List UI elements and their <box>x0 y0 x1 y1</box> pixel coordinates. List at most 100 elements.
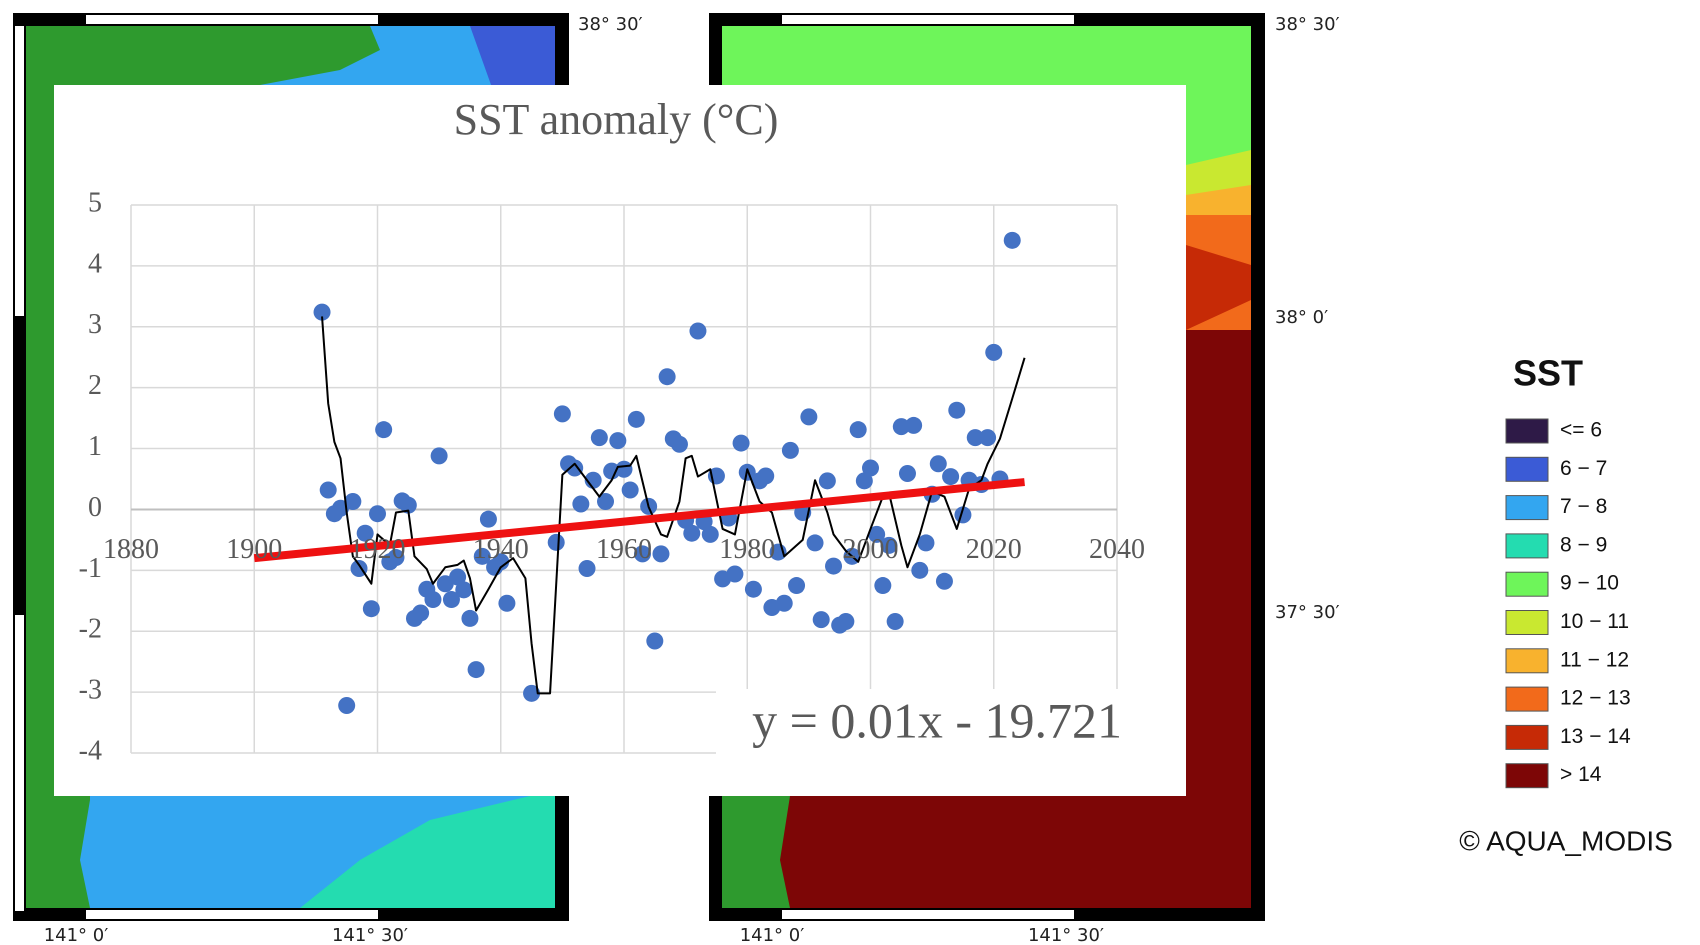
lon-label: 141° 0′ <box>740 925 805 945</box>
data-point <box>523 684 541 702</box>
data-point <box>701 525 719 543</box>
data-point <box>430 447 448 465</box>
y-tick-label: 4 <box>88 248 102 279</box>
data-point <box>615 460 633 478</box>
x-tick-label: 2000 <box>843 534 899 565</box>
data-point <box>578 560 596 578</box>
data-point <box>855 472 873 490</box>
data-point <box>898 465 916 483</box>
data-point <box>399 496 417 514</box>
data-point <box>948 401 966 419</box>
legend-swatch <box>1505 763 1549 789</box>
legend-swatch <box>1505 686 1549 712</box>
data-point <box>479 510 497 528</box>
data-point <box>369 505 386 523</box>
data-point <box>547 533 565 551</box>
data-point <box>1003 231 1021 249</box>
legend-swatch <box>1505 610 1549 635</box>
data-point <box>788 577 806 595</box>
data-point <box>455 581 473 599</box>
data-point <box>670 435 688 453</box>
credit: © AQUA_MODIS <box>1459 825 1673 856</box>
legend-title: SST <box>1513 353 1583 394</box>
data-point <box>781 441 799 459</box>
line-series <box>321 316 1026 695</box>
data-point <box>572 495 590 513</box>
data-point <box>627 410 645 428</box>
data-point <box>362 600 380 618</box>
legend-label: <= 6 <box>1560 419 1602 442</box>
data-point <box>954 506 972 524</box>
data-point <box>689 322 707 340</box>
legend: SST <= 6 6 − 7 7 − 8 8 − 9 9 − 10 10 − 11 11 −… <box>1505 353 1631 789</box>
lat-label: 38° 30′ <box>578 14 643 35</box>
legend-swatch <box>1505 724 1549 750</box>
data-point <box>467 661 485 679</box>
data-point <box>646 632 664 650</box>
frame-segment <box>86 15 378 24</box>
data-point <box>744 580 762 598</box>
frame-segment <box>782 910 1074 919</box>
data-point <box>566 459 584 477</box>
data-point <box>590 429 608 447</box>
legend-swatch <box>1505 533 1549 559</box>
y-tick-label: -3 <box>79 675 102 706</box>
y-tick-label: -2 <box>79 614 102 645</box>
data-point <box>498 594 516 612</box>
y-tick-label: 2 <box>88 370 102 401</box>
y-tick-label: -1 <box>79 553 102 584</box>
x-tick-label: 2040 <box>1089 534 1145 565</box>
data-point <box>319 481 337 499</box>
data-point <box>905 416 923 434</box>
x-tick-label: 1980 <box>719 534 775 565</box>
data-point <box>917 534 935 552</box>
y-tick-label: 5 <box>88 187 102 218</box>
data-point <box>344 493 362 511</box>
x-tick-label: 1880 <box>103 534 159 565</box>
data-point <box>837 612 855 630</box>
lon-label: 141° 30′ <box>332 925 408 945</box>
data-point <box>492 553 510 571</box>
data-point <box>849 421 867 439</box>
lon-label: 141° 0′ <box>44 925 109 945</box>
data-point <box>633 545 651 563</box>
legend-swatch <box>1505 456 1549 482</box>
legend-swatch <box>1505 571 1549 597</box>
legend-label: 7 − 8 <box>1560 495 1607 518</box>
frame-segment <box>86 910 378 919</box>
annotation-background <box>716 689 1136 765</box>
x-tick-label: 2020 <box>966 534 1022 565</box>
data-point <box>825 557 843 575</box>
x-tick-label: 1960 <box>596 534 652 565</box>
annotation: y = 0.01x - 19.721 <box>752 692 1122 748</box>
x-tick-label: 1940 <box>473 534 529 565</box>
data-point <box>621 481 639 499</box>
lat-label: 38° 30′ <box>1275 14 1340 35</box>
lat-label: 38° 0′ <box>1275 307 1328 328</box>
y-tick-label: 3 <box>88 309 102 340</box>
data-point <box>818 472 836 490</box>
line-series <box>253 478 1025 563</box>
data-point <box>874 577 892 595</box>
frame-segment <box>15 615 24 911</box>
y-tick-label: 0 <box>88 492 102 523</box>
data-point <box>412 604 430 622</box>
data-point <box>942 468 960 486</box>
data-point <box>868 525 886 543</box>
data-point <box>726 565 744 583</box>
data-point <box>658 368 676 386</box>
frame-segment <box>782 15 1074 24</box>
data-point <box>880 536 898 554</box>
data-point <box>935 572 953 590</box>
data-point <box>806 534 824 552</box>
data-point <box>732 434 750 452</box>
data-point <box>375 421 393 439</box>
data-point <box>886 612 904 630</box>
legend-label: 11 − 12 <box>1560 648 1629 671</box>
data-point <box>473 547 491 565</box>
land <box>722 796 790 908</box>
lat-label: 37° 30′ <box>1275 602 1340 623</box>
data-point <box>892 418 910 436</box>
chart: -4 -3 -2 -1 0 1 2 3 4 5 1880 1900 1920 1940 1960 1980 20… <box>79 187 1145 766</box>
x-tick-label: 1920 <box>350 534 406 565</box>
